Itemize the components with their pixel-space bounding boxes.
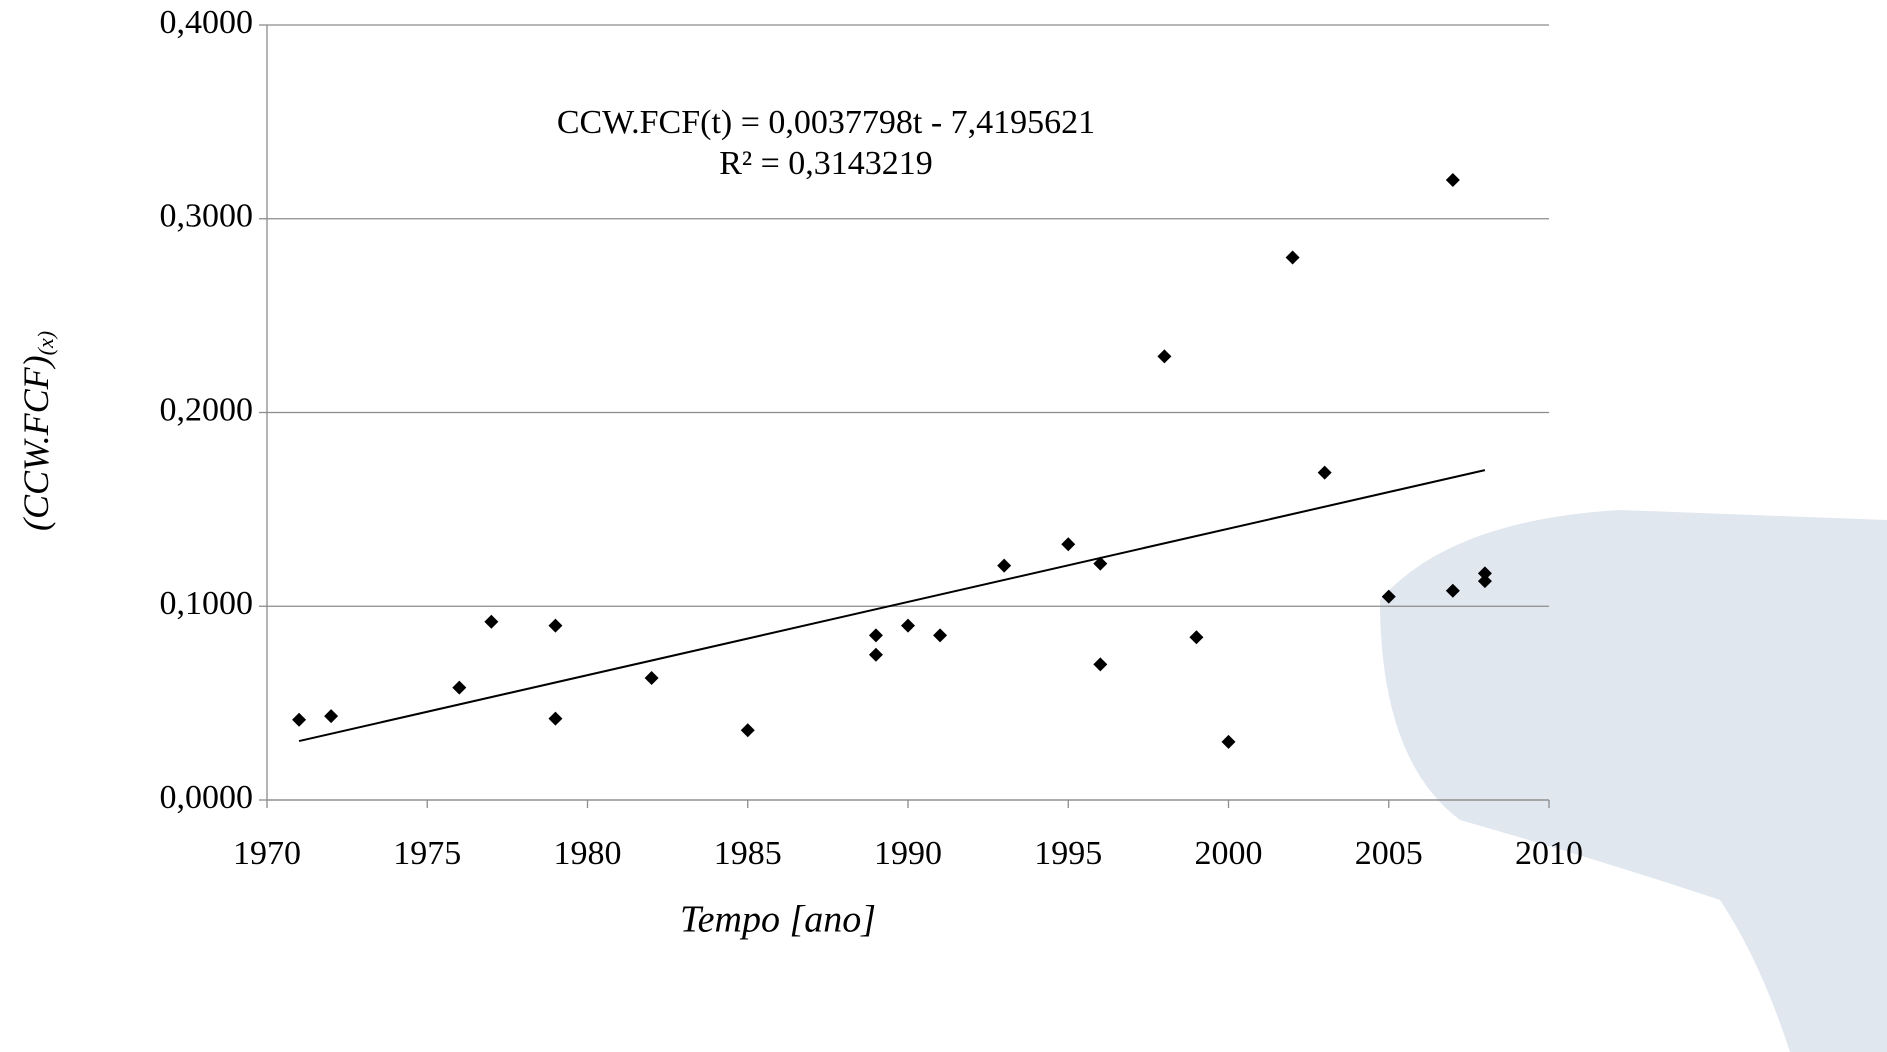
x-tick-label: 2005 (1355, 835, 1423, 872)
x-tick-label: 1995 (1034, 835, 1102, 872)
data-point (868, 628, 883, 643)
data-point (868, 647, 883, 662)
data-point (901, 618, 915, 633)
data-point (1189, 630, 1204, 645)
y-axis-label-main: (CCW.FCF) (16, 355, 56, 531)
data-point (324, 709, 339, 724)
x-tick-label: 2010 (1515, 835, 1583, 872)
y-tick-label: 0,0000 (160, 779, 254, 816)
trendline (298, 469, 1486, 743)
y-tick-label: 0,2000 (160, 391, 254, 428)
annotation: R² = 0,3143219 (719, 145, 933, 182)
x-axis-label: Tempo [ano] (680, 899, 876, 941)
y-axis-label: (CCW.FCF)(x) (16, 331, 58, 531)
data-point (1157, 349, 1172, 364)
data-point (1477, 566, 1492, 581)
data-point (1061, 537, 1076, 552)
data-point (740, 723, 755, 738)
watermark (1380, 510, 1887, 1052)
data-point (292, 712, 307, 727)
data-point (1477, 574, 1492, 589)
x-tick-label: 1990 (874, 835, 942, 872)
data-point (1093, 556, 1108, 571)
y-axis-label-sub: (x) (33, 331, 58, 355)
x-tick-label: 1985 (714, 835, 782, 872)
data-point (933, 628, 948, 643)
data-point (1381, 589, 1396, 604)
y-tick-label: 0,4000 (160, 4, 254, 41)
data-point (1445, 173, 1460, 187)
data-point (548, 711, 563, 726)
data-point (1221, 734, 1236, 749)
x-tick-label: 1980 (554, 835, 622, 872)
data-point (484, 614, 499, 629)
data-point (644, 670, 659, 685)
data-point (1285, 250, 1300, 265)
data-point (1445, 583, 1460, 598)
data-point (1317, 465, 1332, 480)
annotation: CCW.FCF(t) = 0,0037798t - 7,4195621 (557, 104, 1095, 141)
x-tick-label: 1970 (233, 835, 301, 872)
x-tick-label: 2000 (1195, 835, 1263, 872)
data-point (452, 680, 467, 695)
data-point (997, 558, 1012, 573)
y-tick-label: 0,1000 (160, 585, 254, 622)
data-point (548, 618, 563, 633)
x-tick-label: 1975 (393, 835, 461, 872)
data-point (1093, 657, 1108, 672)
y-tick-label: 0,3000 (160, 198, 254, 235)
